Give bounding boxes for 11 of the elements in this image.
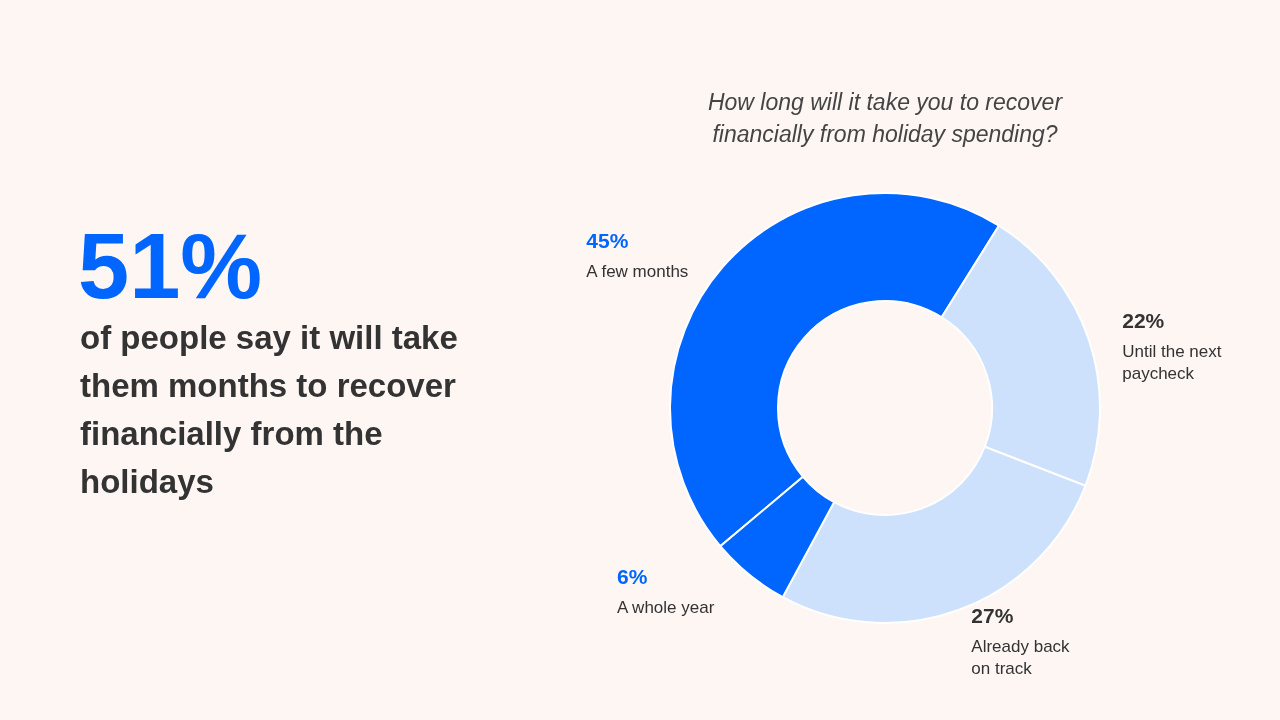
text: 51%: [78, 215, 263, 317]
text: of people say it will take them months to recover financially from the holidays: [80, 319, 458, 500]
data-label: 6%: [616, 565, 648, 589]
slice-label: Until the next paycheck: [1122, 341, 1222, 383]
slice-label: A whole year: [616, 598, 715, 618]
slice-label: Already back on track: [971, 636, 1071, 678]
data-label: 22%: [1122, 308, 1165, 332]
chart-title: How long will it take you to recover financially from holiday spending?: [707, 89, 1064, 147]
slice-label: A few months: [586, 261, 689, 281]
data-label: 27%: [971, 603, 1014, 627]
data-label: 45%: [586, 228, 629, 252]
